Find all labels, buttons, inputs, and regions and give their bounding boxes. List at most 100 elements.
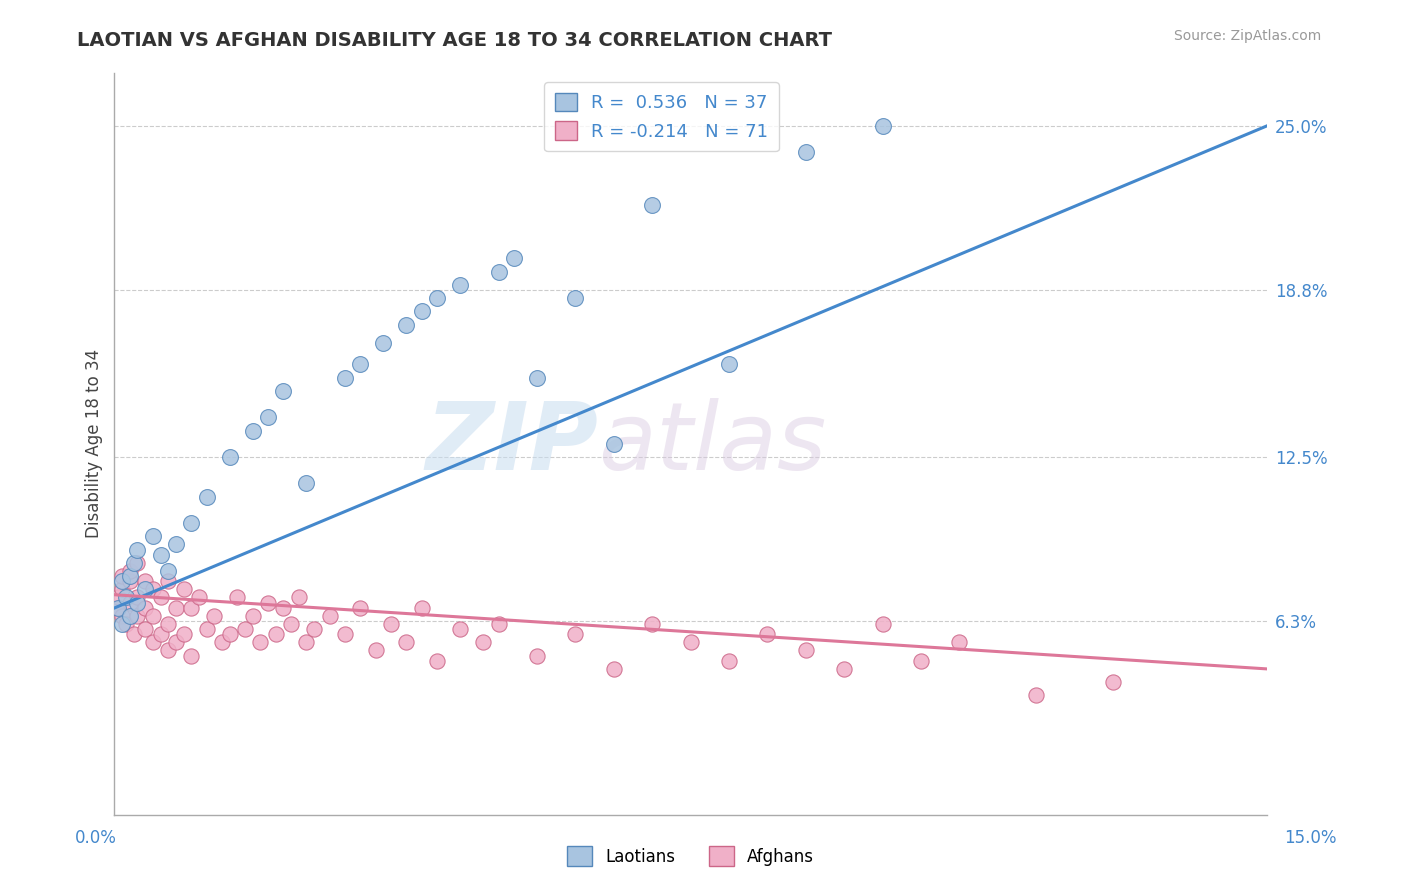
Point [107,601,129,615]
Point [295,635,318,649]
Point [180,601,202,615]
Point [641,198,664,212]
Point [173,582,195,597]
Point [641,616,664,631]
Point [411,601,433,615]
Point [449,622,471,636]
Point [295,476,318,491]
Point [488,616,510,631]
Point [603,436,626,450]
Point [127,556,149,570]
Point [364,643,387,657]
Point [380,616,402,631]
Point [115,616,138,631]
Point [273,384,295,398]
Point [948,635,970,649]
Point [134,582,156,597]
Point [111,574,134,589]
Text: 0.0%: 0.0% [75,829,117,847]
Point [134,574,156,589]
Text: 15.0%: 15.0% [1284,829,1337,847]
Point [264,627,287,641]
Point [157,643,180,657]
Point [157,574,180,589]
Legend: R =  0.536   N = 37, R = -0.214   N = 71: R = 0.536 N = 37, R = -0.214 N = 71 [544,82,779,152]
Point [118,564,141,578]
Point [149,591,172,605]
Point [142,529,165,543]
Point [794,643,817,657]
Point [411,304,433,318]
Point [333,370,356,384]
Point [142,582,165,597]
Point [426,654,449,668]
Point [1102,675,1125,690]
Point [349,601,371,615]
Point [127,608,149,623]
Point [211,635,233,649]
Point [118,569,141,583]
Point [288,591,311,605]
Point [242,424,264,438]
Point [679,635,702,649]
Point [122,627,145,641]
Point [134,622,156,636]
Point [472,635,495,649]
Point [195,490,218,504]
Point [218,450,240,464]
Point [218,627,240,641]
Point [226,591,249,605]
Text: Source: ZipAtlas.com: Source: ZipAtlas.com [1174,29,1322,43]
Point [118,596,141,610]
Point [395,318,418,332]
Point [242,608,264,623]
Point [449,277,471,292]
Point [149,627,172,641]
Point [302,622,325,636]
Point [756,627,779,641]
Point [257,596,280,610]
Point [564,627,586,641]
Point [503,252,526,266]
Point [107,591,129,605]
Point [118,608,141,623]
Point [142,608,165,623]
Point [1025,689,1047,703]
Point [111,582,134,597]
Point [349,357,371,371]
Text: LAOTIAN VS AFGHAN DISABILITY AGE 18 TO 34 CORRELATION CHART: LAOTIAN VS AFGHAN DISABILITY AGE 18 TO 3… [77,31,832,50]
Text: ZIP: ZIP [426,398,599,490]
Point [105,601,128,615]
Point [794,145,817,160]
Y-axis label: Disability Age 18 to 34: Disability Age 18 to 34 [86,349,103,539]
Point [115,591,138,605]
Point [526,370,548,384]
Point [111,616,134,631]
Point [333,627,356,641]
Point [910,654,932,668]
Point [173,627,195,641]
Point [488,265,510,279]
Point [395,635,418,649]
Point [118,574,141,589]
Point [122,556,145,570]
Point [157,616,180,631]
Point [187,591,209,605]
Point [134,601,156,615]
Point [149,548,172,562]
Point [157,564,180,578]
Point [111,608,134,623]
Point [111,569,134,583]
Point [564,291,586,305]
Text: atlas: atlas [599,398,827,490]
Point [127,542,149,557]
Point [717,357,740,371]
Point [318,608,340,623]
Point [603,662,626,676]
Point [373,336,395,351]
Point [233,622,256,636]
Point [142,635,165,649]
Point [165,635,187,649]
Point [273,601,295,615]
Point [180,516,202,531]
